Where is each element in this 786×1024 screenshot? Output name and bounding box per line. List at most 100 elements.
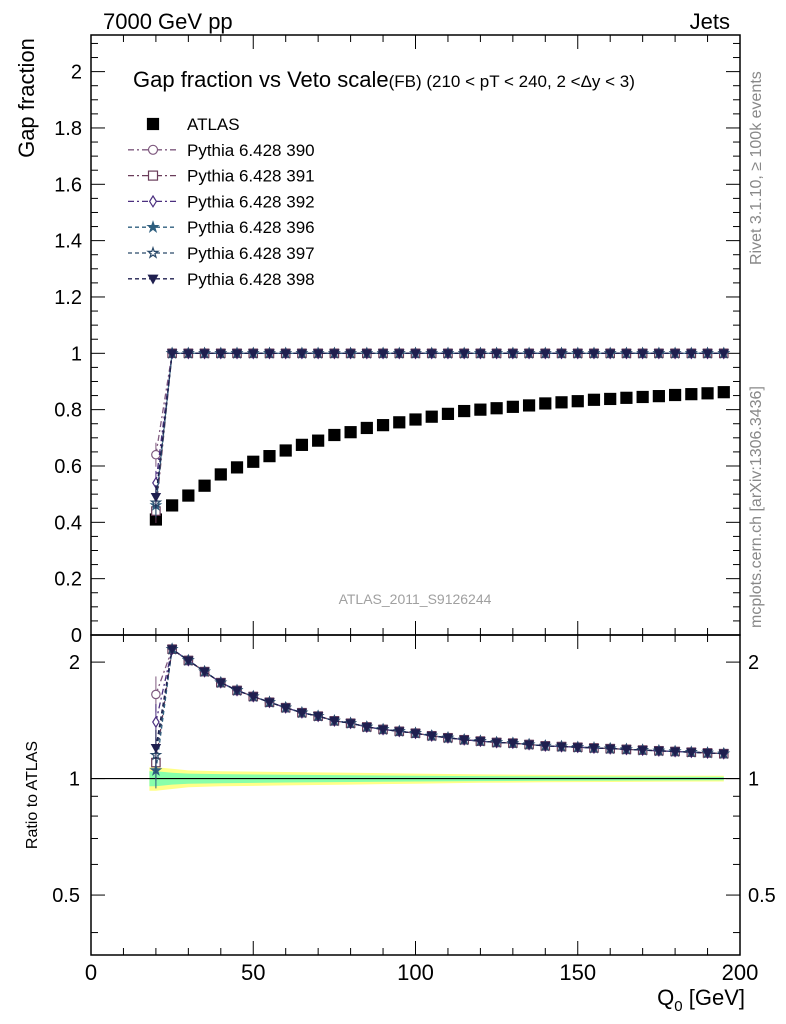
data-point	[166, 499, 179, 512]
ratio-data-point	[329, 716, 340, 727]
ratio-data-point	[166, 645, 178, 655]
legend-item: Pythia 6.428 396	[128, 218, 315, 237]
ratio-series-pythia-6-428-390	[151, 644, 729, 759]
ratio-uncertainty-band	[91, 767, 740, 791]
x-tick-label: 100	[397, 960, 434, 985]
data-point	[312, 349, 324, 359]
ratio-data-point	[361, 722, 373, 733]
data-point	[653, 349, 665, 359]
ratio-y-tick-label-right: 0.5	[748, 885, 776, 907]
ratio-data-point	[264, 698, 275, 708]
ratio-data-point	[248, 692, 259, 702]
data-point	[702, 349, 713, 359]
legend-marker	[146, 117, 160, 131]
data-point	[231, 349, 243, 359]
ratio-data-point	[669, 747, 681, 757]
ratio-y-tick-label-right: 1	[748, 769, 759, 791]
legend-item: Pythia 6.428 392	[128, 192, 315, 211]
y-tick-label: 0.8	[54, 400, 82, 422]
ratio-y-tick-label: 0.5	[52, 885, 80, 907]
legend-label: Pythia 6.428 392	[187, 192, 315, 211]
data-point	[491, 349, 502, 359]
ratio-data-point	[523, 740, 535, 750]
header-left: 7000 GeV pp	[103, 9, 233, 34]
rivet-version-label: Rivet 3.1.10, ≥ 100k events	[748, 71, 765, 265]
data-point	[604, 392, 617, 406]
data-point	[409, 413, 422, 426]
data-point	[426, 349, 437, 359]
data-point	[717, 386, 730, 399]
data-point	[523, 349, 535, 359]
y-tick-label: 0.4	[54, 512, 82, 534]
ratio-data-point	[491, 738, 502, 748]
plot-title: Gap fraction vs Veto scale(FB) (210 < pT…	[133, 67, 635, 92]
x-tick-label: 0	[85, 960, 97, 985]
data-point	[376, 419, 390, 432]
data-point	[701, 387, 714, 400]
ratio-data-point	[621, 745, 632, 755]
legend-label: ATLAS	[187, 115, 240, 134]
legend-marker	[146, 220, 160, 233]
data-point	[669, 349, 681, 359]
ratio-data-point	[183, 656, 194, 666]
data-point	[182, 489, 195, 502]
legend-item: Pythia 6.428 391	[128, 167, 315, 186]
y-tick-label: 0	[71, 625, 82, 647]
y-tick-label: 2	[71, 62, 82, 84]
data-point	[329, 349, 340, 359]
data-point	[248, 349, 259, 359]
y-tick-label: 0.6	[54, 456, 82, 478]
data-point	[490, 402, 503, 415]
data-point	[507, 349, 519, 359]
data-point	[377, 349, 389, 359]
data-point	[199, 349, 210, 359]
data-point	[263, 450, 276, 463]
data-point	[604, 349, 616, 359]
series-line	[155, 352, 724, 512]
y-tick-label: 1.8	[54, 118, 82, 140]
legend-label: Pythia 6.428 391	[187, 167, 315, 186]
data-point	[295, 438, 309, 451]
plot-title-main: Gap fraction vs Veto scale	[133, 67, 389, 92]
analysis-watermark: ATLAS_2011_S9126244	[339, 591, 492, 607]
x-tick-label: 50	[241, 960, 265, 985]
data-point	[587, 393, 601, 406]
ratio-data-point	[199, 667, 210, 678]
data-point	[150, 493, 162, 503]
plot-title-sub: (FB) (210 < pT < 240, 2 <Δy < 3)	[389, 72, 635, 91]
ratio-data-point	[475, 737, 486, 747]
legend-item: ATLAS	[146, 115, 240, 134]
legend-marker	[146, 245, 160, 259]
data-point	[280, 349, 291, 359]
ratio-data-layer	[149, 642, 731, 789]
data-point	[247, 455, 260, 468]
ratio-plot-panel: 0.5 0.51 12 20 50 100 150 200 Ratio to ATLAS Q0…	[24, 634, 776, 1015]
series-pythia-6-428-390	[151, 348, 729, 467]
series-line	[155, 352, 724, 455]
x-tick-label: 200	[722, 960, 759, 985]
ratio-data-point	[572, 743, 583, 753]
legend-item: Pythia 6.428 397	[128, 244, 315, 263]
data-point	[230, 461, 244, 474]
data-point	[214, 468, 227, 481]
data-point	[296, 349, 308, 359]
data-point	[425, 410, 438, 423]
data-point	[474, 403, 487, 416]
ratio-series-pythia-6-428-392	[152, 642, 728, 760]
x-axis-label-subscript: 0	[674, 998, 682, 1015]
series-pythia-6-428-397	[149, 346, 731, 515]
data-point	[183, 349, 194, 359]
data-point	[652, 390, 665, 403]
ratio-series-pythia-6-428-391	[151, 644, 729, 781]
legend-marker	[147, 274, 159, 285]
series-pythia-6-428-391	[151, 348, 729, 524]
ratio-y-tick-label: 2	[69, 652, 80, 674]
series-pythia-6-428-398	[150, 349, 729, 509]
main-ticks: 0 0.2 0.4 0.6 0.8 1 1.2 1.4 1.6 1.8 2	[54, 35, 741, 647]
legend-item: Pythia 6.428 398	[128, 270, 315, 289]
data-point	[636, 390, 649, 404]
ratio-plot-frame	[90, 634, 741, 956]
ratio-y-tick-label: 1	[69, 769, 80, 791]
ratio-data-point	[410, 729, 421, 739]
data-point	[328, 428, 341, 442]
